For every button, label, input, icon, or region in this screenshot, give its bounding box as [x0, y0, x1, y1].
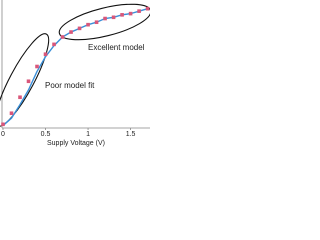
data-point: [103, 16, 107, 21]
data-point: [86, 22, 90, 27]
x-tick-label: 1: [86, 131, 90, 138]
data-point: [18, 95, 22, 100]
data-point: [145, 6, 150, 11]
x-tick-label: 0.5: [41, 131, 51, 138]
data-point: [52, 42, 56, 47]
data-point: [120, 13, 124, 17]
data-point: [43, 52, 48, 56]
data-point: [137, 9, 141, 13]
highlight-ellipse: [58, 3, 150, 41]
series-line: [2, 8, 148, 127]
chart: Excellent model Poor model fit Supply Vo…: [0, 0, 150, 147]
x-tick-label: 1.5: [126, 131, 136, 138]
data-point: [128, 11, 133, 16]
plot-area: 0 0.5 1 1.5: [1, 6, 150, 138]
x-axis-title: Supply Voltage (V): [47, 140, 105, 147]
x-tick-label: 0: [1, 131, 5, 138]
data-point: [26, 79, 31, 84]
data-point: [1, 122, 5, 127]
data-point: [111, 15, 116, 20]
data-point: [94, 20, 99, 25]
data-point: [77, 26, 82, 31]
annotation: Poor model fit: [45, 81, 95, 90]
data-point: [35, 64, 39, 69]
annotation: Excellent model: [88, 43, 145, 52]
data-point: [69, 30, 73, 34]
highlight-ellipse: [0, 33, 50, 127]
data-point: [60, 35, 65, 39]
data-point: [9, 111, 14, 116]
